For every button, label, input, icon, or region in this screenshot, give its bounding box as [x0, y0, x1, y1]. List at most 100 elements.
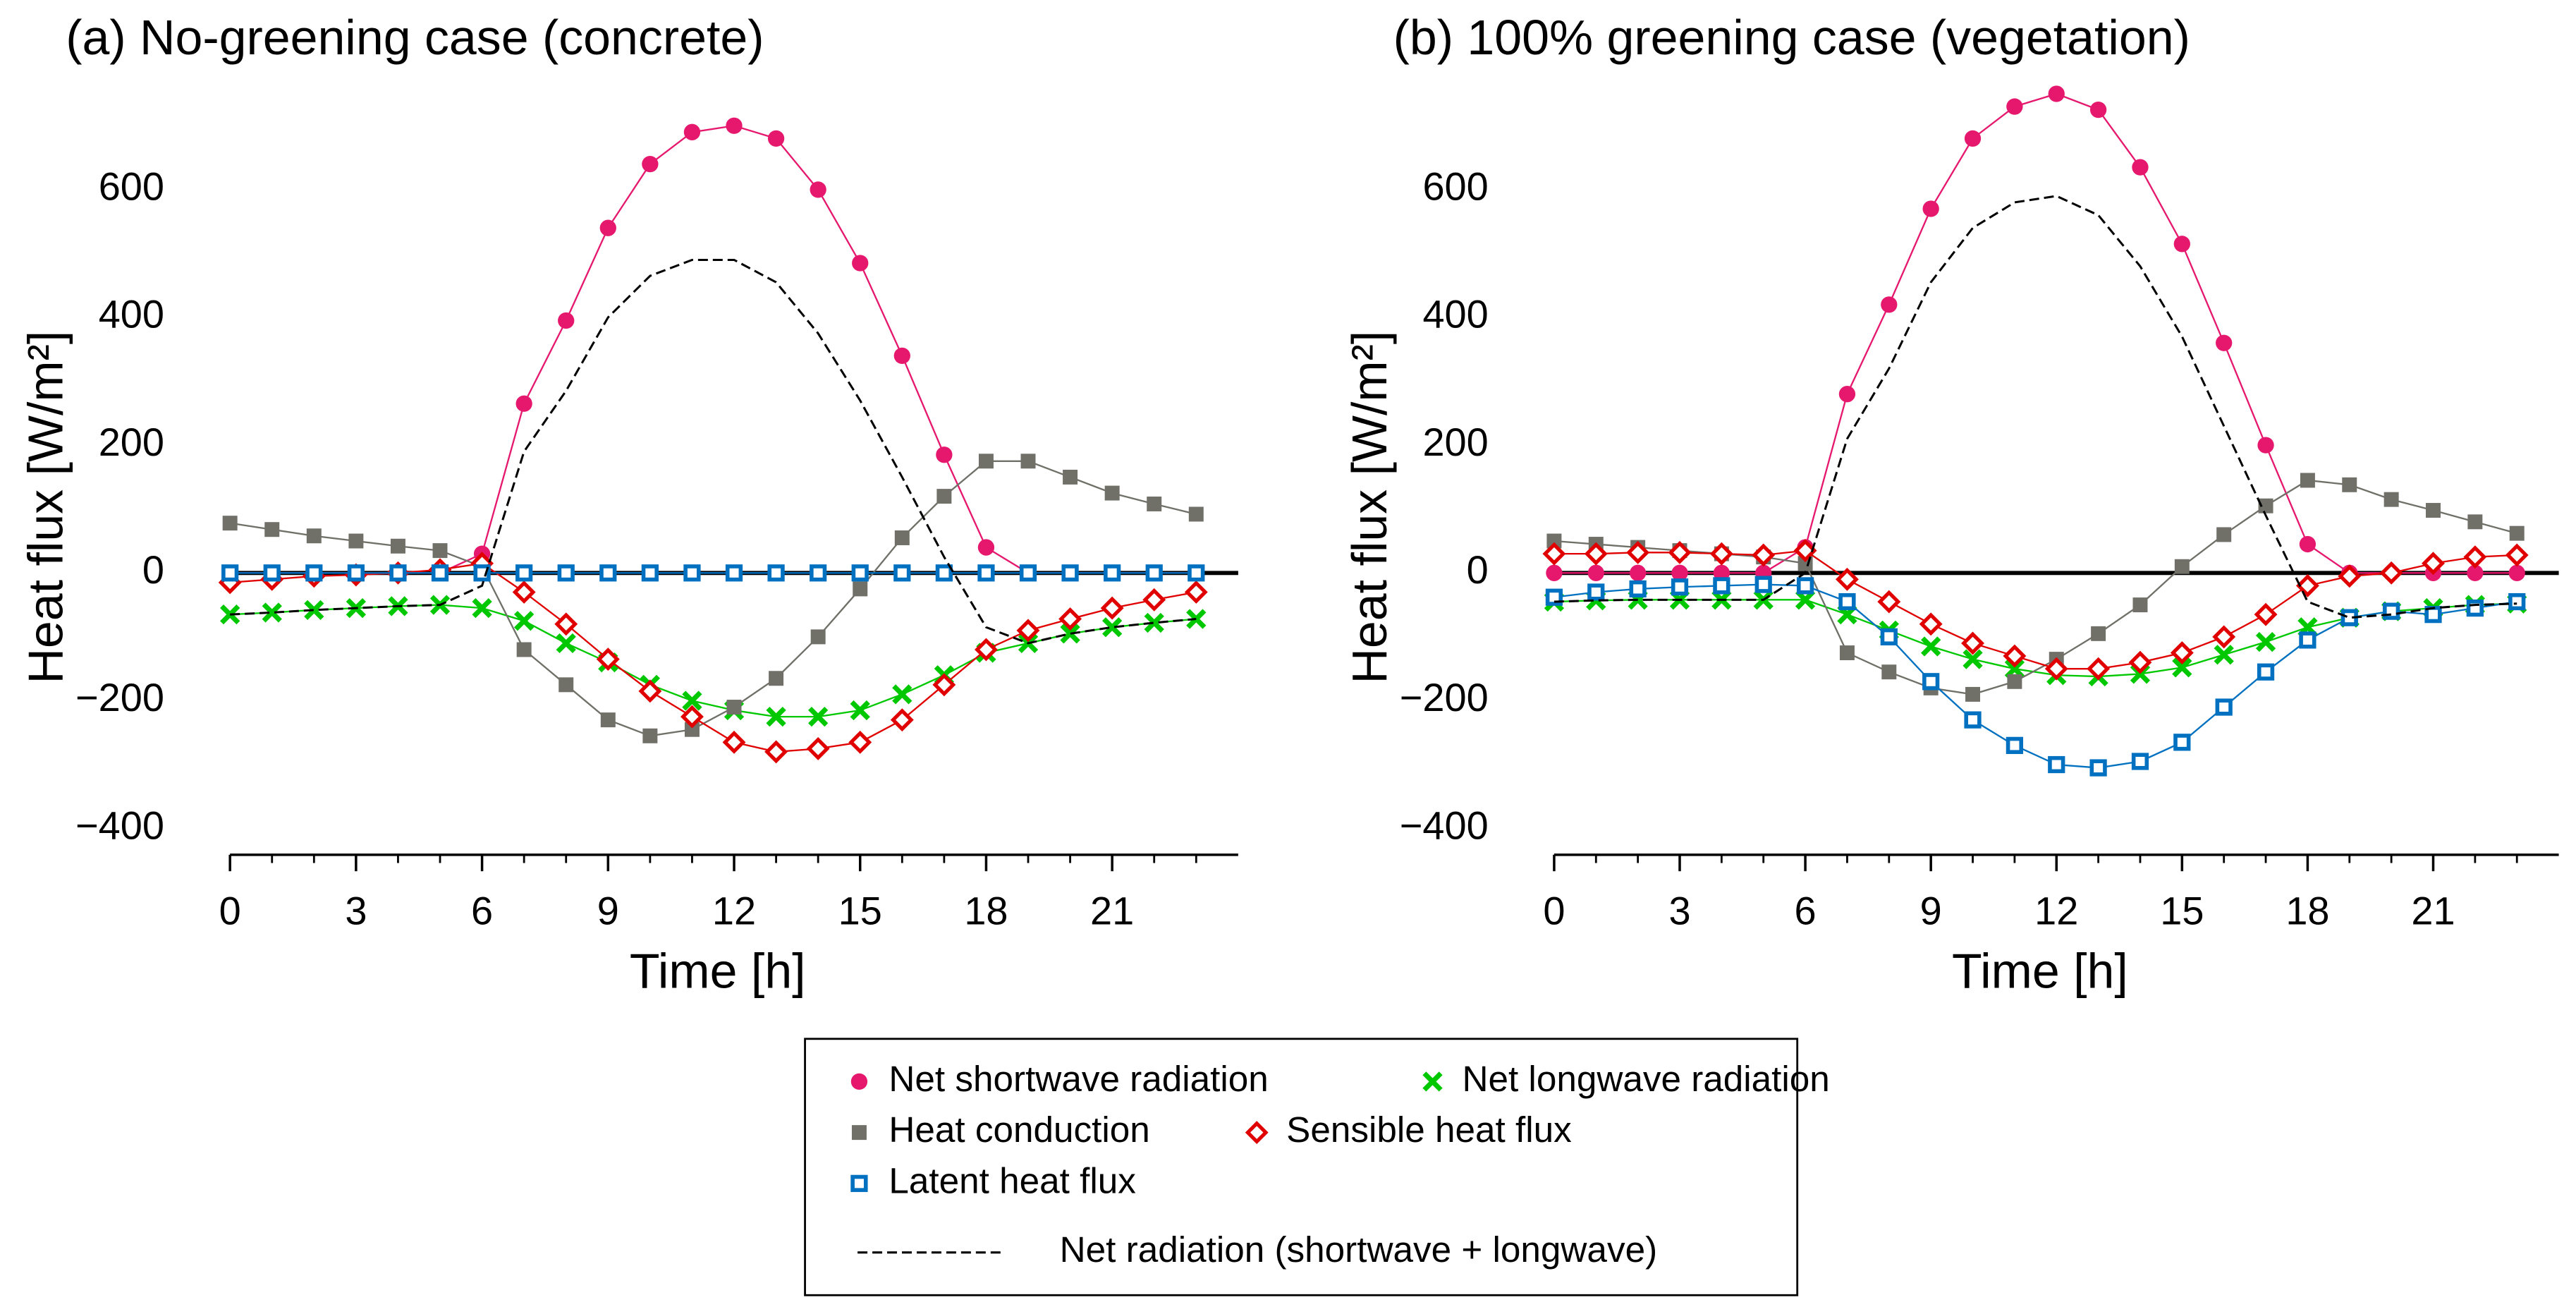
- marker: [596, 648, 620, 671]
- y-tick-label: −400: [1400, 803, 1489, 847]
- marker: [851, 564, 869, 582]
- marker: [642, 155, 659, 173]
- marker: [764, 740, 788, 764]
- marker: [1626, 540, 1650, 564]
- x-axis-label: Time [h]: [630, 943, 806, 998]
- marker: [2006, 98, 2023, 115]
- legend-swatch: [1245, 1121, 1269, 1145]
- marker: [641, 564, 659, 582]
- marker: [890, 708, 914, 732]
- x-tick-label: 6: [471, 889, 493, 933]
- marker: [600, 712, 616, 728]
- y-tick-label: −200: [1400, 675, 1489, 719]
- x-tick-label: 3: [345, 889, 367, 933]
- series-line: [1553, 549, 2517, 670]
- marker: [2467, 514, 2483, 530]
- marker: [722, 730, 746, 754]
- marker: [2212, 625, 2236, 649]
- y-tick-label: 200: [1422, 420, 1488, 464]
- marker: [554, 612, 578, 636]
- marker: [2505, 543, 2529, 567]
- marker: [1147, 496, 1162, 511]
- y-tick-label: 0: [1467, 547, 1489, 592]
- marker: [1102, 617, 1123, 638]
- legend-box: [804, 1038, 1799, 1296]
- marker: [1629, 564, 1647, 581]
- legend-label: Net longwave radiation: [1462, 1059, 1829, 1099]
- marker: [1145, 564, 1163, 582]
- legend-swatch: [850, 1174, 868, 1192]
- y-tick-label: 600: [99, 164, 164, 209]
- marker: [1796, 577, 1814, 595]
- marker: [2257, 437, 2274, 454]
- y-tick-label: 200: [99, 420, 164, 464]
- marker: [2300, 473, 2315, 488]
- marker: [472, 598, 492, 619]
- marker: [1104, 564, 1121, 582]
- series-line: [230, 604, 1197, 718]
- marker: [2006, 736, 2024, 754]
- marker: [2299, 535, 2316, 553]
- marker: [516, 642, 532, 657]
- marker: [556, 633, 576, 654]
- marker: [767, 564, 785, 582]
- marker: [977, 539, 995, 556]
- marker: [680, 705, 704, 729]
- marker: [2173, 236, 2190, 253]
- marker: [767, 130, 785, 147]
- marker: [1546, 564, 1563, 581]
- marker: [2048, 755, 2065, 774]
- marker: [558, 312, 575, 329]
- x-tick-label: 15: [838, 889, 882, 933]
- marker: [974, 638, 998, 662]
- marker: [893, 564, 911, 582]
- marker: [766, 706, 786, 727]
- marker: [1142, 588, 1166, 612]
- marker: [2509, 525, 2525, 541]
- marker: [808, 706, 829, 727]
- marker: [1019, 564, 1037, 582]
- marker: [894, 530, 910, 545]
- x-tick-label: 15: [2160, 889, 2204, 933]
- marker: [1545, 588, 1563, 606]
- marker: [305, 564, 323, 582]
- marker: [2299, 631, 2316, 649]
- marker: [2214, 645, 2234, 665]
- chart-title: (b) 100% greening case (vegetation): [1393, 10, 2190, 65]
- marker: [1962, 649, 1983, 669]
- marker: [1584, 542, 1608, 566]
- marker: [2383, 492, 2399, 507]
- marker: [936, 446, 953, 463]
- x-tick-label: 0: [219, 889, 241, 933]
- marker: [389, 564, 407, 582]
- legend-label: Latent heat flux: [889, 1160, 1136, 1200]
- marker: [2257, 663, 2275, 681]
- marker: [2379, 561, 2403, 585]
- marker: [1188, 506, 1204, 522]
- marker: [2508, 592, 2526, 611]
- series-line: [1553, 583, 2517, 769]
- marker: [1964, 711, 1982, 729]
- marker: [2172, 657, 2192, 678]
- marker: [638, 679, 662, 703]
- marker: [264, 522, 280, 537]
- marker: [599, 564, 617, 582]
- marker: [725, 564, 743, 582]
- y-tick-label: 600: [1422, 164, 1488, 209]
- marker: [1838, 592, 1856, 611]
- marker: [2254, 602, 2278, 626]
- series-line: [230, 125, 1197, 574]
- legend-swatch: [850, 1073, 868, 1090]
- marker: [1961, 631, 1984, 655]
- marker: [2338, 564, 2362, 588]
- legend-swatch: [1422, 1071, 1443, 1092]
- marker: [935, 564, 953, 582]
- marker: [1754, 576, 1772, 593]
- marker: [2089, 759, 2107, 777]
- marker: [1144, 612, 1164, 633]
- marker: [262, 602, 282, 623]
- marker: [977, 564, 995, 582]
- marker: [1188, 564, 1205, 582]
- marker: [1587, 583, 1605, 601]
